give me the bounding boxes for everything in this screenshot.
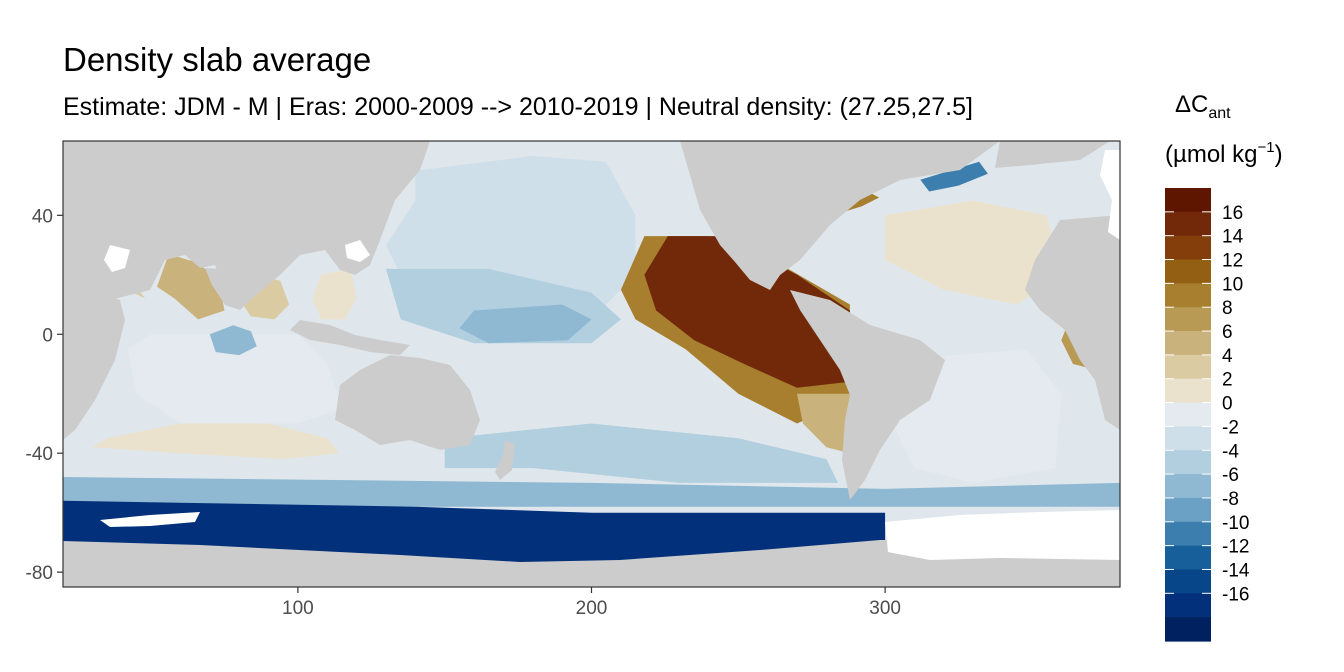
x-tick-label: 300 xyxy=(869,598,901,619)
x-tick-label: 100 xyxy=(282,598,314,619)
legend-swatch xyxy=(1165,331,1211,356)
land-greenland xyxy=(995,141,1110,168)
region-atlantic-north-tan xyxy=(885,200,1062,305)
delta-cant-regions xyxy=(63,155,1120,573)
missing-data-black-sea xyxy=(104,245,130,272)
legend-swatch xyxy=(1165,402,1211,428)
legend-label: 0 xyxy=(1222,394,1233,415)
land-africa-east xyxy=(63,290,125,440)
legend-swatch xyxy=(1165,235,1211,261)
region-pacific-eq-blob xyxy=(459,304,592,344)
land-africa-west xyxy=(1025,215,1120,430)
land-indonesia xyxy=(290,320,410,355)
land-south-america xyxy=(790,290,945,500)
legend-swatch xyxy=(1165,188,1211,213)
legend-label: 4 xyxy=(1222,346,1233,367)
missing-data-weddell xyxy=(885,510,1120,560)
legend-swatch xyxy=(1165,354,1211,380)
y-tick-label: 40 xyxy=(32,206,53,227)
legend-label: 16 xyxy=(1222,203,1243,224)
y-tick-label: 0 xyxy=(42,325,53,346)
land-antarctica xyxy=(63,535,1120,587)
legend-swatch xyxy=(1165,426,1211,451)
x-tick-label: 200 xyxy=(576,598,608,619)
missing-data-ross xyxy=(100,512,200,527)
legend-label: 12 xyxy=(1222,251,1243,272)
legend-label: 10 xyxy=(1222,274,1243,295)
legend-swatch xyxy=(1165,211,1211,237)
legend-label: -14 xyxy=(1222,560,1250,581)
legend-label: -10 xyxy=(1222,513,1249,534)
legend-label: -6 xyxy=(1222,465,1239,486)
region-indian-ocean-blob xyxy=(209,325,257,356)
region-south-pacific-band xyxy=(444,423,839,483)
legend-swatch xyxy=(1165,450,1211,475)
legend-swatch xyxy=(1165,378,1211,404)
legend-swatch xyxy=(1165,521,1211,547)
land-masses xyxy=(63,141,1120,587)
missing-data-yellow-sea xyxy=(345,240,370,262)
region-east-pacific-south-tan xyxy=(797,393,850,454)
land-new-zealand xyxy=(495,440,515,480)
chart-subtitle: Estimate: JDM - M | Eras: 2000-2009 --> … xyxy=(63,93,973,121)
region-arabian-sea xyxy=(157,254,225,320)
legend-label: -16 xyxy=(1222,584,1249,605)
legend-swatch xyxy=(1165,545,1211,571)
land-australia xyxy=(335,355,480,450)
legend-swatch xyxy=(1165,497,1211,523)
legend-label: -8 xyxy=(1222,489,1239,510)
legend-swatch xyxy=(1165,259,1211,284)
legend-label: -2 xyxy=(1222,417,1239,438)
y-tick-label: -80 xyxy=(26,563,53,584)
chart-title: Density slab average xyxy=(63,41,372,78)
region-labrador-sea-blue xyxy=(920,161,988,192)
region-southern-ocean-blue xyxy=(63,477,1120,507)
legend-unit: (µmol kg−1) xyxy=(1165,139,1283,168)
legend-swatch xyxy=(1165,474,1211,499)
region-indian-south-band xyxy=(92,423,340,460)
legend-swatch xyxy=(1165,569,1211,594)
legend-swatch xyxy=(1165,593,1211,618)
legend-swatch xyxy=(1165,283,1211,308)
y-tick-label: -40 xyxy=(26,444,53,465)
land-eurasia xyxy=(63,141,430,305)
legend-label: 8 xyxy=(1222,298,1233,319)
land-india xyxy=(205,268,250,310)
legend-swatch xyxy=(1165,307,1211,332)
land-north-america xyxy=(680,141,1000,290)
legend-title: ΔCant xyxy=(1175,91,1231,122)
legend-label: 2 xyxy=(1222,370,1233,391)
legend-label: 6 xyxy=(1222,322,1233,343)
region-south-china-sea xyxy=(312,268,357,320)
legend-label: -4 xyxy=(1222,441,1239,462)
legend-label: 14 xyxy=(1222,227,1244,248)
region-east-pacific-dark xyxy=(644,236,850,388)
legend-label: -12 xyxy=(1222,537,1249,558)
legend-swatch xyxy=(1165,617,1211,642)
missing-data-patches xyxy=(100,150,1120,560)
region-indian-ocean-central xyxy=(127,334,342,424)
missing-data-hudson xyxy=(1100,150,1120,240)
